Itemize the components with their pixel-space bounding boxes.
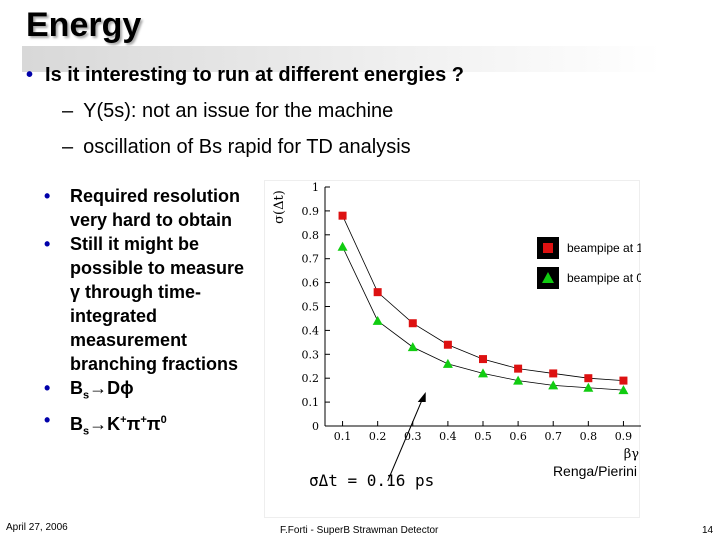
bullet-dot: • bbox=[44, 409, 51, 430]
charge: + bbox=[140, 413, 147, 426]
data-point-triangle bbox=[337, 241, 348, 251]
data-point-triangle bbox=[478, 368, 488, 378]
line: integrated bbox=[70, 306, 158, 326]
bullet-dot: • bbox=[26, 64, 34, 86]
decay-b: B bbox=[70, 378, 83, 398]
annotation-arrow-head bbox=[417, 392, 426, 402]
main-bullet-text: Is it interesting to run at different en… bbox=[45, 64, 464, 86]
x-tick-label: 0.9 bbox=[615, 430, 633, 443]
chart-credit: Renga/Pierini bbox=[553, 463, 637, 479]
legend-label: beampipe at 0.5cm bbox=[567, 271, 641, 285]
sub-bullet-text: Υ(5s): not an issue for the machine bbox=[83, 100, 394, 122]
data-point-square bbox=[584, 374, 593, 383]
charge: + bbox=[120, 413, 127, 426]
decay-products: Dϕ bbox=[107, 378, 134, 398]
title-underline bbox=[22, 46, 662, 72]
data-point-square bbox=[514, 364, 523, 373]
y-tick-label: 0 bbox=[312, 420, 319, 433]
chart-svg: 00.10.20.30.40.50.60.70.80.910.1 0.2 0.3 0.… bbox=[272, 181, 669, 490]
data-point-square bbox=[408, 319, 417, 328]
left-bullet-4: • Bs→K+π+π0 bbox=[44, 408, 274, 444]
footer-page: 14 bbox=[702, 525, 714, 536]
y-tick-label: 0.7 bbox=[302, 253, 320, 266]
data-point-square bbox=[443, 340, 452, 349]
annotation-text: σΔt = 0.16 ps bbox=[309, 471, 434, 490]
decay-pi: π bbox=[126, 413, 141, 434]
y-tick-label: 0.3 bbox=[302, 348, 320, 361]
x-tick-label: 0.4 bbox=[439, 430, 457, 443]
decay-pi: π bbox=[146, 413, 161, 434]
y-tick-label: 0.1 bbox=[302, 396, 320, 409]
data-point-triangle bbox=[442, 358, 453, 368]
charge: 0 bbox=[160, 413, 167, 426]
x-tick-label: 0.7 bbox=[544, 430, 562, 443]
decay-sub: s bbox=[83, 389, 90, 402]
left-bullet-1: • Required resolution very hard to obtai… bbox=[44, 184, 274, 232]
decay-b: B bbox=[70, 413, 83, 434]
data-point-triangle bbox=[513, 375, 524, 385]
x-axis-label: βγ bbox=[624, 447, 640, 462]
resolution-plot: 0 0.1 0.2 0.3 0.4 0.5 0.6 0.7 0.8 0.9 1 0.1 0.2 0.3 0.… bbox=[264, 180, 669, 518]
x-tick-label: 0.8 bbox=[580, 430, 598, 443]
y-tick-label: 0.4 bbox=[302, 324, 320, 337]
bullet-dot: • bbox=[44, 234, 51, 254]
y-tick-label: 0.2 bbox=[302, 372, 320, 385]
y-tick-label: 0.6 bbox=[302, 277, 320, 290]
arrow-icon: → bbox=[89, 378, 108, 398]
arrow-icon: → bbox=[89, 413, 108, 434]
sub-bullet-2: – oscillation of Bs rapid for TD analysis bbox=[62, 136, 411, 159]
dash: – bbox=[62, 100, 74, 122]
data-point-square bbox=[338, 211, 347, 220]
y-tick-label: 0.5 bbox=[302, 301, 320, 314]
footer-center: F.Forti - SuperB Strawman Detector bbox=[280, 525, 439, 536]
annotation-arrow-line bbox=[387, 395, 425, 482]
line: possible to measure bbox=[70, 258, 245, 278]
line: branching fractions bbox=[70, 354, 239, 374]
line: measurement bbox=[70, 330, 188, 350]
left-bullet-2: • Still it might be possible to measure … bbox=[44, 232, 274, 376]
left-bullet-list: • Required resolution very hard to obtai… bbox=[44, 184, 274, 443]
dash: – bbox=[62, 136, 74, 158]
legend-label: beampipe at 1cm bbox=[567, 241, 641, 255]
data-point-triangle bbox=[372, 315, 383, 325]
sub-bullet-1: – Υ(5s): not an issue for the machine bbox=[62, 100, 393, 123]
data-point-square bbox=[373, 288, 382, 297]
data-point-square bbox=[549, 369, 558, 378]
legend-square-marker bbox=[543, 243, 553, 253]
x-tick-label: 0.1 bbox=[334, 430, 352, 443]
y-tick-label: 0.9 bbox=[302, 205, 320, 218]
line: Still it might be bbox=[70, 234, 199, 254]
x-tick-label: 0.6 bbox=[509, 430, 526, 443]
bullet-dot: • bbox=[44, 378, 51, 398]
data-point-triangle bbox=[548, 380, 559, 390]
footer-date: April 27, 2006 bbox=[6, 522, 68, 533]
x-tick-label: 0.2 bbox=[369, 430, 387, 443]
line: very hard to obtain bbox=[70, 210, 233, 230]
decay-k: K bbox=[107, 413, 121, 434]
sub-bullet-text: oscillation of Bs rapid for TD analysis bbox=[83, 136, 411, 158]
data-point-square bbox=[619, 376, 628, 385]
y-tick-label: 1 bbox=[312, 181, 319, 194]
left-bullet-3: • Bs→Dϕ bbox=[44, 376, 274, 408]
y-tick-label: 0.8 bbox=[302, 229, 320, 242]
legend-triangle-marker bbox=[542, 272, 554, 283]
slide-title: Energy bbox=[26, 6, 142, 44]
line: Required resolution bbox=[70, 186, 241, 206]
data-point-triangle bbox=[618, 385, 629, 395]
line: γ through time- bbox=[70, 282, 201, 302]
y-axis-label: σ(Δt) bbox=[272, 190, 287, 224]
main-bullet: • Is it interesting to run at different e… bbox=[26, 64, 464, 87]
data-point-triangle bbox=[583, 382, 594, 392]
x-tick-label: 0.5 bbox=[474, 430, 492, 443]
decay-sub: s bbox=[83, 425, 90, 438]
data-point-square bbox=[479, 355, 487, 364]
data-point-triangle bbox=[407, 342, 418, 352]
bullet-dot: • bbox=[44, 186, 51, 206]
